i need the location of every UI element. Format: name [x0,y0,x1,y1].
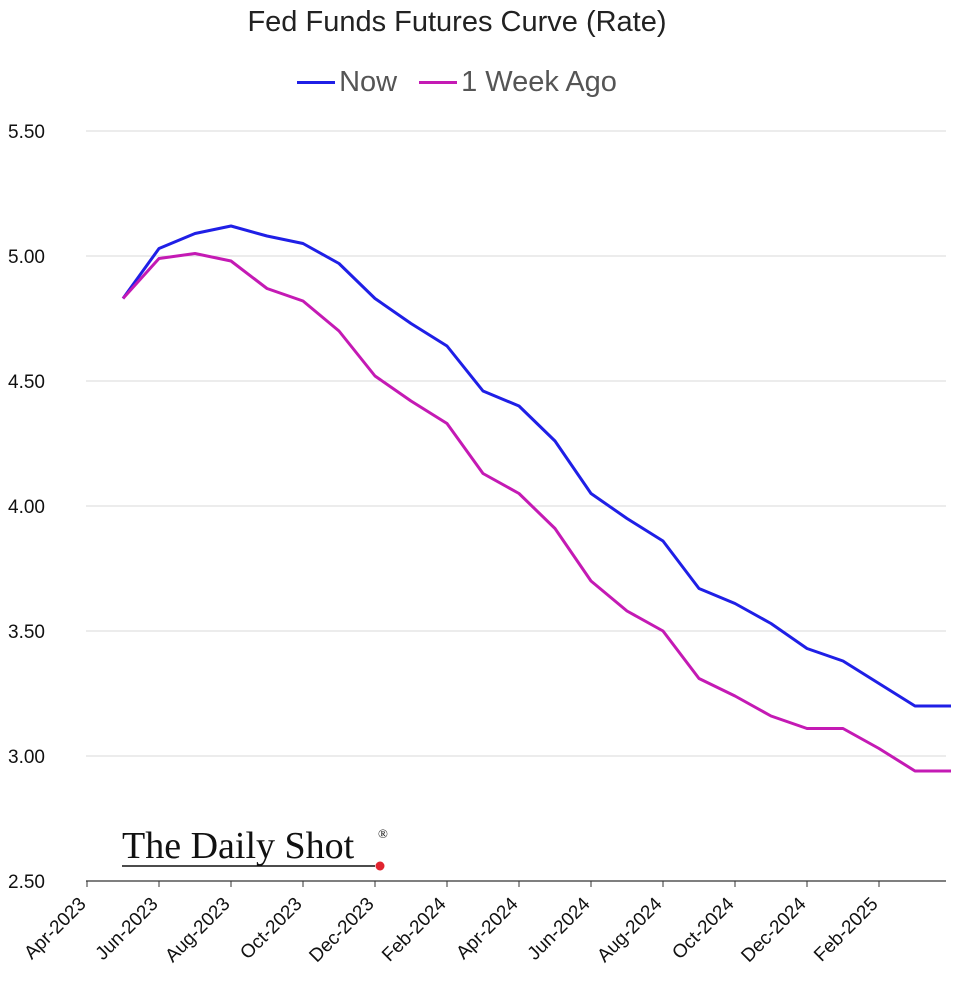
y-tick-label: 5.50 [8,122,45,143]
x-tick-label: Dec-2023 [305,894,378,967]
x-tick-label: Feb-2025 [810,894,882,966]
legend: Now 1 Week Ago [0,66,914,99]
chart-title: Fed Funds Futures Curve (Rate) [247,6,667,38]
x-tick-label: Jun-2023 [92,894,163,965]
legend-swatch-1-week-ago [419,81,458,84]
watermark-dot [375,861,385,871]
y-tick-label: 4.00 [8,497,45,518]
x-tick-label: Apr-2024 [452,893,522,963]
x-tick-label: Oct-2023 [236,894,306,964]
series-line-1-week-ago [121,252,951,773]
x-tick-label: Apr-2023 [20,894,90,964]
x-tick-label: Aug-2024 [593,893,666,966]
x-tick-label: Oct-2024 [668,893,738,963]
y-tick-label: 5.00 [8,247,45,268]
watermark-registered-mark: ® [378,826,388,841]
y-tick-label: 3.00 [8,747,45,768]
legend-label-1-week-ago: 1 Week Ago [461,66,617,98]
x-tick-label: Dec-2024 [737,893,810,966]
watermark-logo-text: The Daily Shot [122,825,355,867]
legend-item-1-week-ago: 1 Week Ago [419,66,617,99]
y-tick-label: 3.50 [8,622,45,643]
x-tick-label: Aug-2023 [161,894,234,967]
x-tick-label: Jun-2024 [524,893,595,964]
y-tick-label: 2.50 [8,872,45,893]
legend-swatch-now [297,81,336,84]
y-tick-label: 4.50 [8,372,45,393]
legend-label-now: Now [339,66,398,98]
x-tick-label: Feb-2024 [378,893,451,966]
legend-item-now: Now [297,66,397,99]
series-line-now [121,224,951,708]
